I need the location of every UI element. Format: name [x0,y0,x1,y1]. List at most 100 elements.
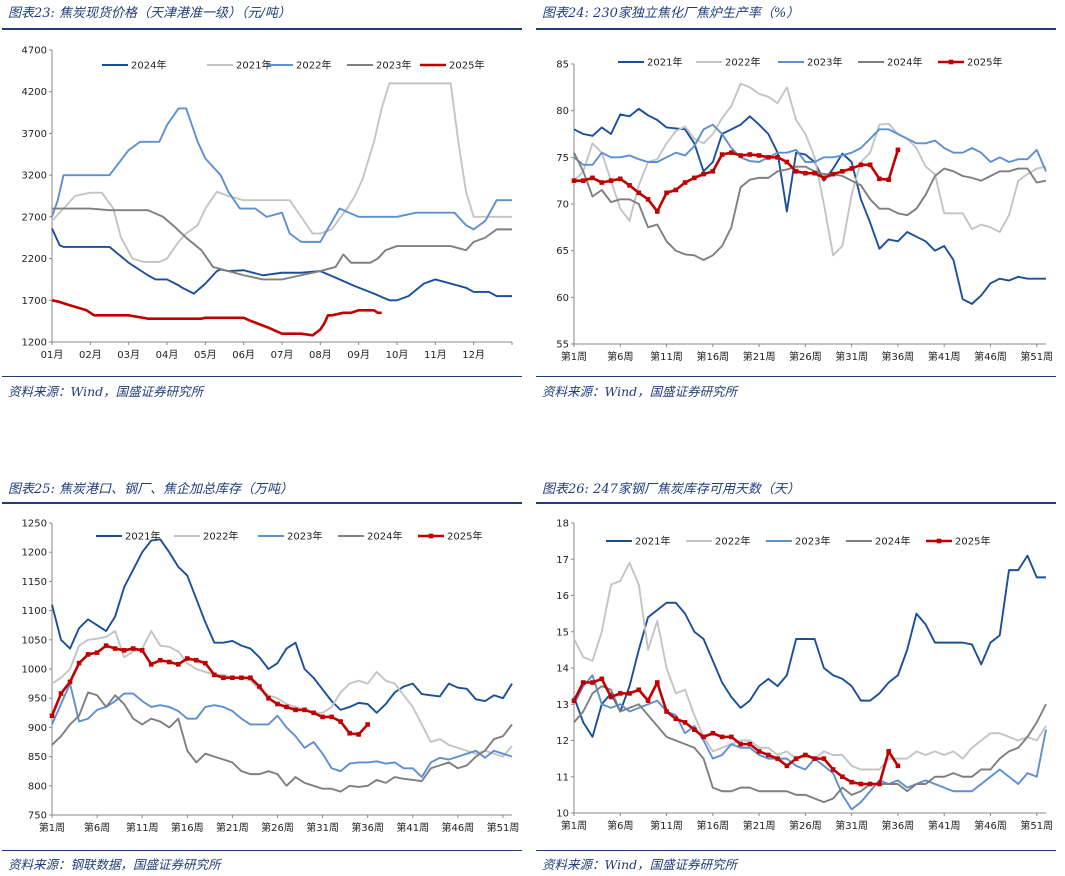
series-point-2025年 [257,684,262,689]
source-rule [2,376,522,377]
legend-label-2022年: 2022年 [296,59,331,72]
series-point-2025年 [886,177,891,183]
series-point-2025年 [803,170,808,176]
series-line-2021年 [573,107,1046,305]
x-tick-label: 第26周 [789,819,822,832]
source-rule [536,376,1056,377]
series-point-2025年 [692,175,697,181]
series-point-2025年 [645,197,651,202]
series-point-2025年 [627,691,632,696]
y-tick-label: 65 [556,246,569,257]
series-point-2025年 [673,716,679,722]
legend-marker-2025年 [428,533,434,539]
legend-label-2024年: 2024年 [131,59,166,72]
series-point-2025年 [338,719,343,724]
series-point-2025年 [76,660,82,666]
y-tick-label: 11 [556,772,569,783]
series-line-2021年 [51,82,512,263]
legend-label-2025年: 2025年 [967,56,1002,69]
legend-label-2025年: 2025年 [449,59,484,72]
series-point-2025年 [858,162,864,168]
series-point-2025年 [293,707,298,713]
series-point-2025年 [194,657,199,663]
x-tick-label: 第36周 [882,350,915,363]
x-tick-label: 第46周 [442,821,475,834]
x-tick-label: 04月 [156,349,179,361]
legend-label-2022年: 2022年 [203,530,238,543]
series-point-2025年 [877,781,882,787]
series-point-2025年 [784,763,790,769]
series-line-2021年 [573,554,1046,738]
x-tick-label: 第1周 [39,821,65,834]
x-tick-label: 11月 [424,349,447,361]
x-tick-label: 第46周 [974,350,1007,363]
series-point-2025年 [654,680,660,685]
series-point-2025年 [329,714,334,720]
series-point-2025年 [654,209,660,214]
series-point-2025年 [729,734,734,740]
x-tick-label: 02月 [79,349,102,361]
y-tick-label: 55 [556,340,569,351]
source-rule [2,850,522,851]
legend-label-2022年: 2022年 [715,535,750,548]
series-point-2025年 [636,190,642,196]
y-tick-label: 1250 [22,519,47,530]
series-point-2025年 [203,660,208,666]
series-point-2025年 [130,646,136,651]
series-point-2025年 [580,178,586,183]
y-tick-label: 14 [556,664,569,675]
series-point-2025年 [710,169,716,174]
series-point-2025年 [830,767,836,772]
y-tick-label: 10 [556,809,569,820]
series-point-2025年 [239,675,244,681]
source-rule [536,850,1056,851]
y-tick-label: 4200 [22,87,47,98]
legend-label-2021年: 2021年 [635,535,670,548]
x-tick-label: 第31周 [835,350,868,363]
series-point-2025年 [230,675,235,681]
y-tick-label: 1200 [22,338,47,349]
x-tick-label: 第6周 [84,821,110,834]
series-point-2025年 [166,659,172,665]
series-line-2024年 [51,228,512,302]
title-rule [536,28,1056,30]
series-point-2025年 [701,171,706,177]
series-point-2025年 [766,752,771,758]
y-tick-label: 13 [556,700,569,711]
series-point-2025年 [85,652,91,657]
series-point-2025年 [895,763,901,769]
chart-title: 图表25: 焦炭港口、钢厂、焦企加总库存（万吨） [8,482,294,497]
series-point-2025年 [311,710,316,716]
series-point-2025年 [793,169,799,174]
x-tick-label: 05月 [194,349,217,361]
x-tick-label: 第1周 [561,819,587,832]
x-tick-label: 第36周 [882,819,915,832]
legend-label-2022年: 2022年 [725,56,760,69]
series-point-2025年 [719,734,725,740]
x-tick-label: 第11周 [126,821,159,834]
x-tick-label: 第11周 [650,819,683,832]
series-point-2025年 [139,648,145,653]
x-tick-label: 第21周 [743,819,776,832]
series-point-2025年 [266,695,271,701]
chart-c26: 10 11 12 13 14 15 16 17 18 第1周 第6周 第11周 第16周 第21周 第26周… [556,519,1053,833]
chart-title: 图表26: 247家钢厂焦炭库存可用天数（天） [542,482,800,497]
chart-c24: 55 60 65 70 75 80 85 第1周 第6周 第11周 第16周 第21周 第26周 第31周… [556,56,1053,364]
y-tick-label: 1200 [22,548,47,559]
series-point-2025年 [302,707,307,713]
series-line-2022年 [51,630,513,758]
series-point-2025年 [784,159,790,165]
y-tick-label: 1150 [22,577,47,588]
series-point-2025年 [747,741,753,747]
x-tick-label: 第31周 [835,819,868,832]
series-point-2025年 [793,756,799,761]
x-tick-label: 第21周 [743,350,776,363]
y-tick-label: 800 [28,781,47,792]
series-point-2025年 [682,720,688,725]
y-tick-label: 3700 [22,129,47,140]
series-point-2025年 [840,169,845,174]
x-tick-label: 第16周 [171,821,204,834]
series-point-2025年 [184,656,190,661]
series-point-2025年 [608,178,614,183]
series-point-2025年 [756,749,762,754]
